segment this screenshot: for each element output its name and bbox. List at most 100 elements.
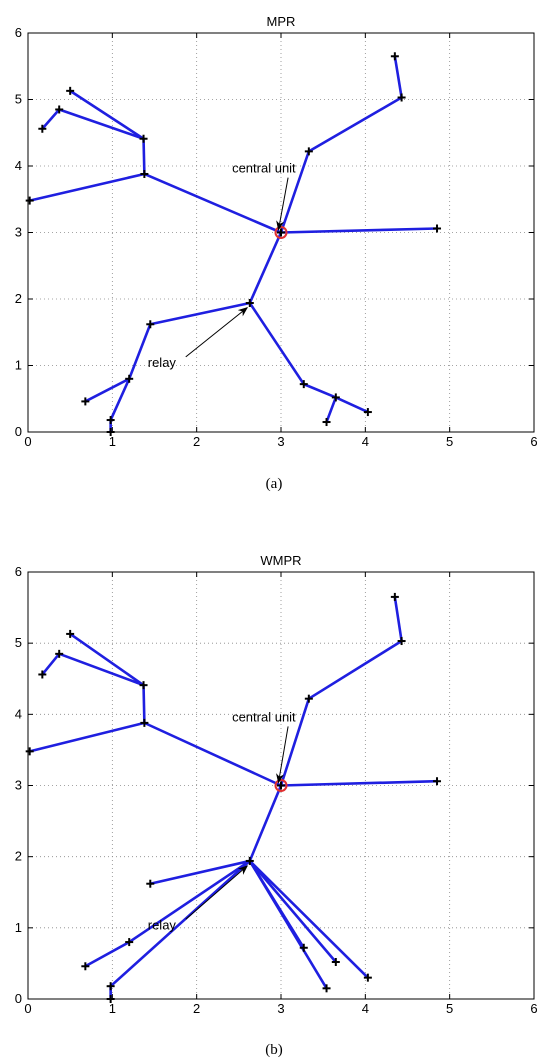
network-link <box>148 859 252 886</box>
network-link <box>148 301 252 326</box>
annotation-arrow <box>185 865 249 920</box>
x-tick-label: 3 <box>277 434 284 449</box>
node-marker <box>433 224 442 233</box>
network-link <box>142 137 146 176</box>
node-marker <box>66 86 75 95</box>
x-tick-label: 3 <box>277 1001 284 1016</box>
network-link <box>68 632 145 687</box>
node-marker <box>139 681 148 690</box>
node-marker <box>331 957 340 966</box>
node-marker <box>106 982 115 991</box>
node-marker <box>299 380 308 389</box>
network-link <box>279 779 439 787</box>
node-marker <box>363 973 372 982</box>
x-tick-label: 4 <box>362 1001 369 1016</box>
y-tick-label: 5 <box>15 635 22 650</box>
y-tick-label: 6 <box>15 564 22 579</box>
x-tick-label: 1 <box>109 434 116 449</box>
node-marker <box>397 637 406 646</box>
node-marker <box>106 428 115 436</box>
network-link <box>143 172 283 234</box>
network-link <box>307 639 403 700</box>
x-tick-label: 6 <box>530 1001 537 1016</box>
node-marker <box>277 781 285 790</box>
network-link <box>279 697 311 787</box>
node-marker <box>322 984 331 993</box>
node-marker <box>390 592 399 601</box>
network-link <box>109 859 252 988</box>
network-link <box>307 96 403 153</box>
annotation-arrow <box>276 726 289 784</box>
node-marker <box>322 418 331 427</box>
network-link <box>143 721 283 787</box>
network-link <box>393 54 403 99</box>
node-marker <box>81 397 90 406</box>
node-marker <box>245 298 254 307</box>
y-tick-label: 0 <box>15 991 22 1006</box>
network-link <box>248 859 370 979</box>
node-marker <box>106 995 115 1003</box>
y-tick-label: 1 <box>15 358 22 373</box>
node-marker <box>38 670 47 679</box>
chart-title: WMPR <box>260 553 301 568</box>
annotation-arrow <box>185 307 249 358</box>
network-link <box>28 172 146 202</box>
node-marker <box>139 134 148 143</box>
network-link <box>84 377 131 403</box>
annotation-label: relay <box>148 355 177 370</box>
node-marker <box>397 93 406 102</box>
y-tick-label: 2 <box>15 849 22 864</box>
network-link <box>68 89 145 141</box>
x-tick-label: 5 <box>446 434 453 449</box>
node-marker <box>55 649 64 658</box>
y-tick-label: 3 <box>15 778 22 793</box>
node-marker <box>304 694 313 703</box>
network-link <box>127 322 152 381</box>
x-tick-label: 0 <box>24 434 31 449</box>
chart-title: MPR <box>267 14 296 29</box>
node-marker <box>363 408 372 417</box>
network-link <box>41 108 61 131</box>
node-marker <box>304 147 313 156</box>
y-tick-label: 1 <box>15 920 22 935</box>
node-marker <box>433 777 442 786</box>
node-marker <box>125 938 134 947</box>
x-tick-label: 2 <box>193 434 200 449</box>
network-link <box>279 227 439 234</box>
network-link <box>302 382 338 399</box>
network-link <box>57 108 145 141</box>
y-tick-label: 4 <box>15 706 22 721</box>
x-tick-label: 4 <box>362 434 369 449</box>
figure-caption: (b) <box>265 1042 283 1058</box>
figure-caption: (a) <box>266 476 283 492</box>
node-marker <box>140 169 149 178</box>
x-tick-label: 2 <box>193 1001 200 1016</box>
chart-panel-1: 0 1 2 3 4 5 6 0 1 2 3 4 5 6 WMPR central unit relay <box>15 553 538 1016</box>
network-link <box>57 652 145 687</box>
node-marker <box>38 124 47 133</box>
node-marker <box>55 105 64 114</box>
network-link <box>248 859 328 990</box>
y-tick-label: 0 <box>15 424 22 439</box>
node-marker <box>299 943 308 952</box>
y-tick-label: 3 <box>15 225 22 240</box>
annotation-label: relay <box>148 917 177 932</box>
network-link <box>279 150 311 234</box>
annotation-arrow <box>276 177 289 231</box>
node-marker <box>146 320 155 329</box>
network-link <box>325 396 338 424</box>
network-link <box>248 784 283 863</box>
node-marker <box>106 416 115 425</box>
annotation-label: central unit <box>232 709 296 724</box>
x-tick-label: 6 <box>530 434 537 449</box>
node-marker <box>390 52 399 61</box>
node-marker <box>146 879 155 888</box>
node-marker <box>331 393 340 402</box>
network-link <box>109 377 131 422</box>
network-link <box>248 859 338 964</box>
node-marker <box>140 718 149 727</box>
node-marker <box>245 856 254 865</box>
x-tick-label: 5 <box>446 1001 453 1016</box>
network-link <box>334 396 370 414</box>
